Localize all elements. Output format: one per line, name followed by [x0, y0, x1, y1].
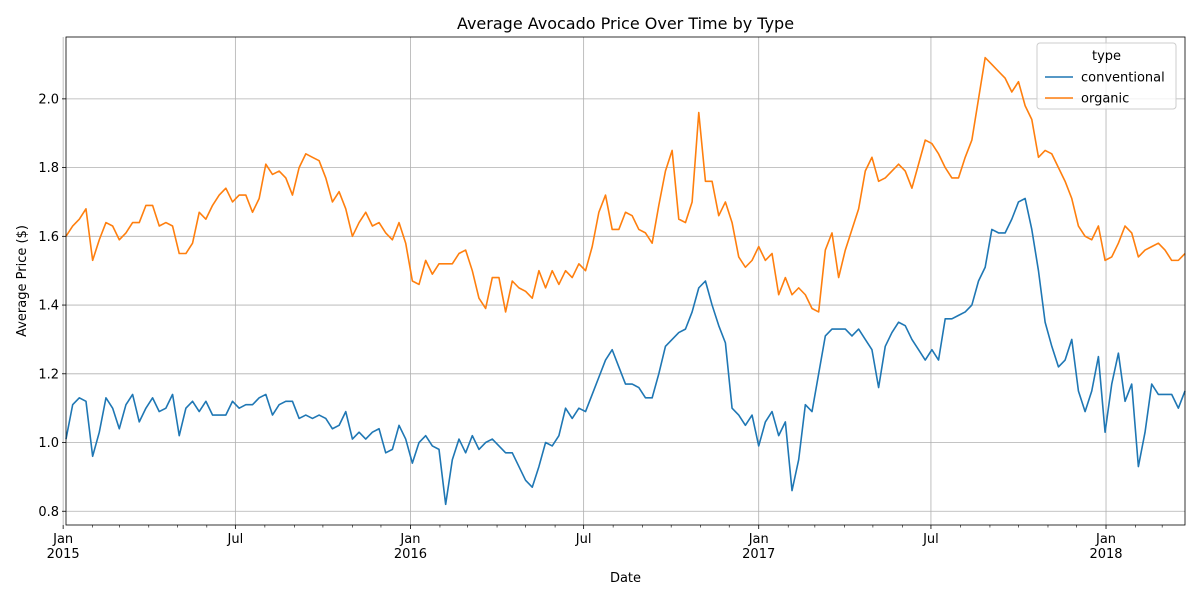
x-axis-title: Date: [610, 571, 641, 586]
y-tick-label: 1.6: [38, 230, 59, 245]
plot-area-frame: [65, 36, 1186, 526]
legend-label-organic: organic: [1081, 92, 1129, 107]
y-axis-title: Average Price ($): [15, 225, 30, 337]
x-tick-year-label: 2015: [47, 547, 80, 562]
x-tick-label: Jul: [227, 532, 244, 547]
x-tick-year-label: 2017: [742, 547, 775, 562]
series-lines: [65, 56, 1186, 506]
legend: type conventional organic: [1036, 42, 1177, 110]
chart-title: Average Avocado Price Over Time by Type: [457, 14, 794, 33]
legend-title: type: [1092, 49, 1121, 64]
x-tick-label: Jan: [52, 532, 73, 547]
series-line-organic: [65, 56, 1186, 313]
legend-box: [1036, 42, 1177, 110]
y-axis-ticks: 0.8 1.0 1.2 1.4 1.6 1.8 2.0: [38, 92, 66, 520]
y-tick-label: 1.8: [38, 161, 59, 176]
legend-label-conventional: conventional: [1081, 71, 1165, 86]
x-tick-label: Jan: [399, 532, 420, 547]
y-tick-label: 1.4: [38, 299, 59, 314]
x-tick-label: Jul: [922, 532, 939, 547]
series-line-conventional: [65, 197, 1186, 506]
y-tick-label: 1.2: [38, 367, 59, 382]
grid-lines: [62, 37, 1185, 525]
x-tick-label: Jul: [575, 532, 592, 547]
y-tick-label: 1.0: [38, 436, 59, 451]
legend-items: conventional organic: [1045, 71, 1165, 107]
x-tick-label: Jan: [748, 532, 769, 547]
x-tick-label: Jan: [1095, 532, 1116, 547]
y-tick-label: 2.0: [38, 92, 59, 107]
x-tick-year-label: 2016: [394, 547, 427, 562]
x-tick-year-label: 2018: [1089, 547, 1122, 562]
y-tick-label: 0.8: [38, 505, 59, 520]
